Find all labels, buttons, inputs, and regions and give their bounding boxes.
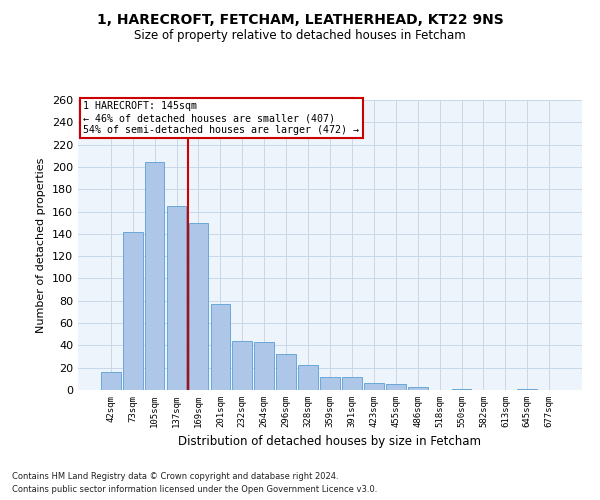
Bar [254, 342, 274, 390]
Bar [211, 304, 230, 390]
Bar [342, 376, 362, 390]
X-axis label: Distribution of detached houses by size in Fetcham: Distribution of detached houses by size … [179, 436, 482, 448]
Bar [517, 389, 537, 390]
Bar [167, 206, 187, 390]
Bar [188, 222, 208, 390]
Bar [145, 162, 164, 390]
Bar [101, 372, 121, 390]
Bar [452, 389, 472, 390]
Text: Size of property relative to detached houses in Fetcham: Size of property relative to detached ho… [134, 29, 466, 42]
Bar [276, 354, 296, 390]
Bar [298, 366, 318, 390]
Text: 1, HARECROFT, FETCHAM, LEATHERHEAD, KT22 9NS: 1, HARECROFT, FETCHAM, LEATHERHEAD, KT22… [97, 12, 503, 26]
Text: Contains HM Land Registry data © Crown copyright and database right 2024.: Contains HM Land Registry data © Crown c… [12, 472, 338, 481]
Bar [386, 384, 406, 390]
Text: Contains public sector information licensed under the Open Government Licence v3: Contains public sector information licen… [12, 485, 377, 494]
Text: 1 HARECROFT: 145sqm
← 46% of detached houses are smaller (407)
54% of semi-detac: 1 HARECROFT: 145sqm ← 46% of detached ho… [83, 102, 359, 134]
Bar [320, 376, 340, 390]
Bar [123, 232, 143, 390]
Bar [408, 386, 428, 390]
Y-axis label: Number of detached properties: Number of detached properties [37, 158, 46, 332]
Bar [364, 384, 384, 390]
Bar [232, 341, 252, 390]
